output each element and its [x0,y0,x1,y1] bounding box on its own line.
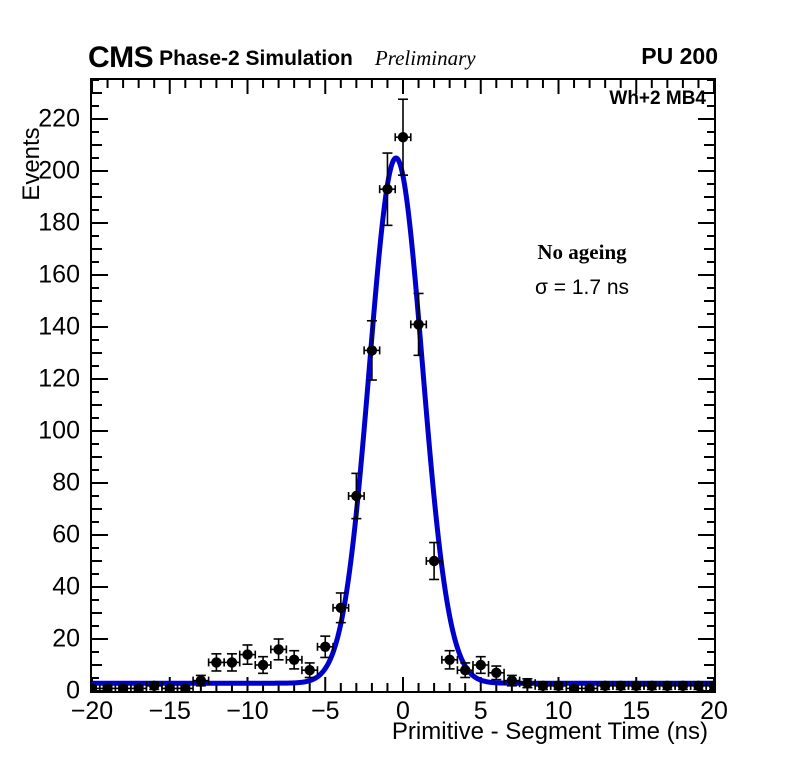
data-point [254,655,272,675]
data-point [425,541,443,581]
data-point [363,319,381,381]
data-point [487,665,505,681]
x-tick-label: 15 [622,697,651,725]
ageing-annotation: No ageing [537,240,627,264]
station-label: Wh+2 MB4 [609,88,706,109]
x-tick-label: 5 [473,697,488,725]
y-tick-label: 200 [38,156,80,185]
data-point [394,98,412,176]
cms-logo-text: CMS [88,41,154,74]
x-tick-label: 20 [700,697,728,725]
x-tick-label: −20 [70,697,114,725]
data-point [534,680,552,691]
data-point [98,683,117,691]
data-point [347,472,365,520]
data-point [409,292,428,357]
data-point [223,653,241,672]
y-tick-label: 120 [38,364,80,393]
y-tick-label: 60 [52,520,80,549]
y-tick-label: 40 [52,572,80,601]
data-point [316,635,334,659]
y-tick-label: 20 [52,624,80,653]
pileup-label: PU 200 [641,43,718,69]
axes-frame: Wh+2 MB4 No ageing σ = 1.7 ns [90,78,716,693]
data-point [705,680,714,691]
data-point [518,677,536,689]
data-point [130,683,148,691]
x-tick-label: −10 [226,697,269,725]
data-point [332,592,350,624]
y-tick-label: 0 [66,676,80,705]
y-tick-label: 220 [38,104,80,133]
chart-drawing-area [92,80,714,691]
data-point [238,644,257,666]
x-tick-label: 10 [544,697,573,725]
header-left-group: CMS Phase-2 Simulation Preliminary [88,41,476,75]
data-points-group [92,98,714,691]
data-point [612,680,630,691]
data-point [285,649,303,670]
y-tick-label: 180 [38,208,80,237]
x-tick-label: −5 [310,697,340,725]
data-point [207,653,225,672]
data-point [472,655,490,675]
y-tick-label: 140 [38,312,80,341]
x-tick-label: 0 [396,697,410,725]
data-point [627,680,645,691]
data-point [378,152,397,227]
sigma-annotation: σ = 1.7 ns [534,276,630,299]
y-tick-label: 160 [38,260,80,289]
chart-header: CMS Phase-2 Simulation Preliminary PU 200 [88,41,718,74]
dataset-label: Phase-2 Simulation [159,47,353,70]
data-point [643,680,661,691]
x-tick-label: −15 [148,697,191,725]
data-point [441,649,459,670]
data-point [176,683,194,691]
x-axis-title: Primitive - Segment Time (ns) [391,718,708,745]
data-point [192,674,210,687]
data-point [270,638,288,661]
y-tick-label: 80 [52,468,80,497]
preliminary-label: Preliminary [374,46,476,70]
y-tick-label: 100 [38,416,80,445]
gaussian-fit-curve [92,155,714,686]
data-point [301,662,319,679]
